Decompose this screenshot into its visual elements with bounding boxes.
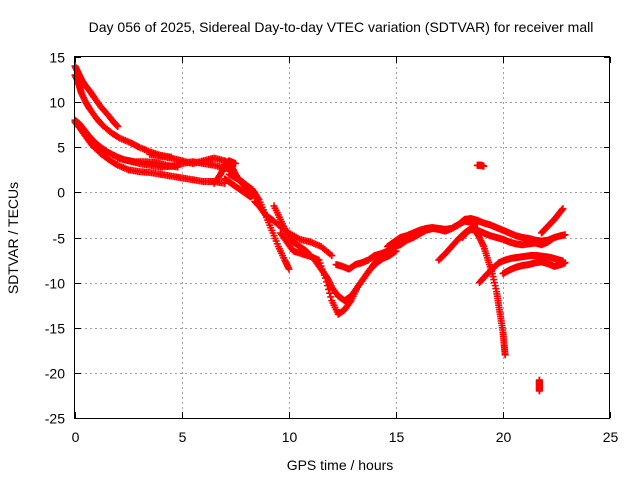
data-point [114,122,122,130]
x-tick-label: 0 [72,429,80,445]
data-point [480,162,488,170]
y-tick-label: -20 [45,366,65,382]
data-points [71,62,569,395]
series-arc-q [458,225,509,359]
series-blip-b [535,376,543,395]
series-arc-g [210,157,239,187]
y-axis-label: SDTVAR / TECUs [5,182,21,294]
data-point [559,205,567,213]
y-tick-label: -10 [45,276,65,292]
series-arc-i [225,170,293,273]
series-arc-e [114,154,235,174]
data-point [326,289,334,297]
data-point [561,231,569,239]
data-point [561,259,569,267]
y-tick-label: 5 [57,140,65,156]
x-axis-ticks: 0 5 10 15 20 25 [72,57,619,445]
x-tick-label: 20 [496,429,512,445]
series-arc-b [71,71,175,161]
y-tick-label: -15 [45,321,65,337]
series-arc-t [538,205,567,237]
y-tick-label: 15 [49,50,65,66]
x-tick-label: 25 [603,429,619,445]
chart-title: Day 056 of 2025, Sidereal Day-to-day VTE… [89,19,594,35]
series-arc-r [475,252,567,287]
data-point [501,351,509,359]
y-tick-label: -5 [53,231,66,247]
series-arc-s [499,258,569,278]
x-tick-label: 15 [389,429,405,445]
data-point [328,252,336,260]
y-tick-label: 10 [49,95,65,111]
data-point [232,159,239,167]
plot-frame [74,56,610,419]
data-point [285,265,293,273]
series-arc-o [383,215,558,251]
data-point [327,293,335,301]
y-tick-label: -25 [45,411,65,427]
x-tick-label: 5 [179,429,187,445]
series-arc-d [71,118,229,187]
x-axis-label: GPS time / hours [287,457,394,473]
data-point [535,387,543,395]
x-tick-label: 10 [282,429,298,445]
y-tick-label: 0 [57,185,65,201]
series-arc-a [71,62,122,130]
series-blip-a [473,161,488,170]
